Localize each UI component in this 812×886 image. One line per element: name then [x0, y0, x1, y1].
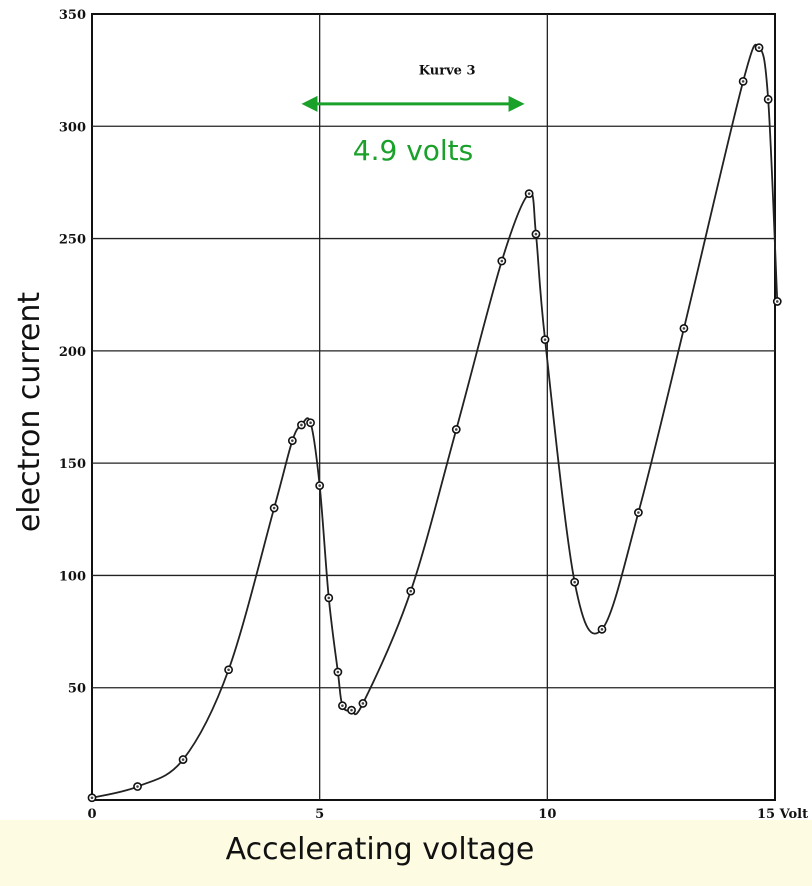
data-point-center [682, 327, 686, 330]
x-axis-label-band [0, 820, 812, 886]
data-point-center [350, 708, 353, 712]
x-axis-label: Accelerating voltage [225, 832, 535, 867]
y-tick-label: 150 [59, 457, 86, 472]
data-point-center [527, 192, 531, 195]
curve-label: Kurve 3 [419, 64, 476, 79]
data-point-center [600, 628, 604, 631]
annotations: Kurve 3 4.9 volts [301, 64, 525, 167]
data-point-center [573, 580, 576, 584]
span-arrow-head-left [301, 95, 318, 112]
data-point-center [181, 758, 185, 761]
data-point-center [766, 98, 770, 101]
data-point-center [327, 596, 331, 600]
data-point-center [409, 589, 413, 593]
data-point-center [227, 668, 230, 672]
data-point-center [741, 80, 745, 83]
data-markers [87, 43, 782, 803]
x-tick-label: 0 [87, 807, 96, 822]
grid [91, 13, 776, 801]
y-tick-label: 100 [59, 569, 86, 584]
data-point-center [637, 511, 640, 514]
span-label: 4.9 volts [353, 134, 473, 167]
data-point-center [136, 785, 139, 788]
data-point-center [775, 300, 779, 303]
tick-labels: 50 100 150 200 250 300 350 0 5 10 15 Volt [59, 8, 808, 822]
x-tick-label: 10 [538, 807, 556, 822]
y-tick-label: 350 [59, 8, 86, 23]
y-tick-label: 200 [59, 345, 86, 360]
data-point-center [543, 338, 547, 341]
data-point-center [336, 670, 340, 674]
data-point-center [500, 259, 504, 263]
x-tick-label: 15 Volt [757, 807, 808, 822]
data-point-center [361, 702, 365, 705]
data-point-center [534, 232, 538, 236]
data-point-center [318, 484, 321, 487]
data-point-center [454, 428, 458, 431]
span-arrow-head-right [508, 95, 525, 112]
data-point-center [341, 704, 344, 707]
data-point-center [300, 423, 303, 427]
data-point-center [309, 421, 312, 425]
y-tick-label: 300 [59, 120, 86, 135]
data-point-center [272, 506, 276, 510]
y-axis-label: electron current [12, 291, 47, 533]
data-point-center [757, 46, 761, 49]
data-point-center [291, 439, 294, 442]
y-tick-label: 250 [59, 233, 86, 248]
x-tick-label: 5 [315, 807, 324, 822]
plot-frame [91, 13, 776, 801]
data-point-center [90, 796, 94, 800]
y-tick-label: 50 [68, 682, 86, 697]
